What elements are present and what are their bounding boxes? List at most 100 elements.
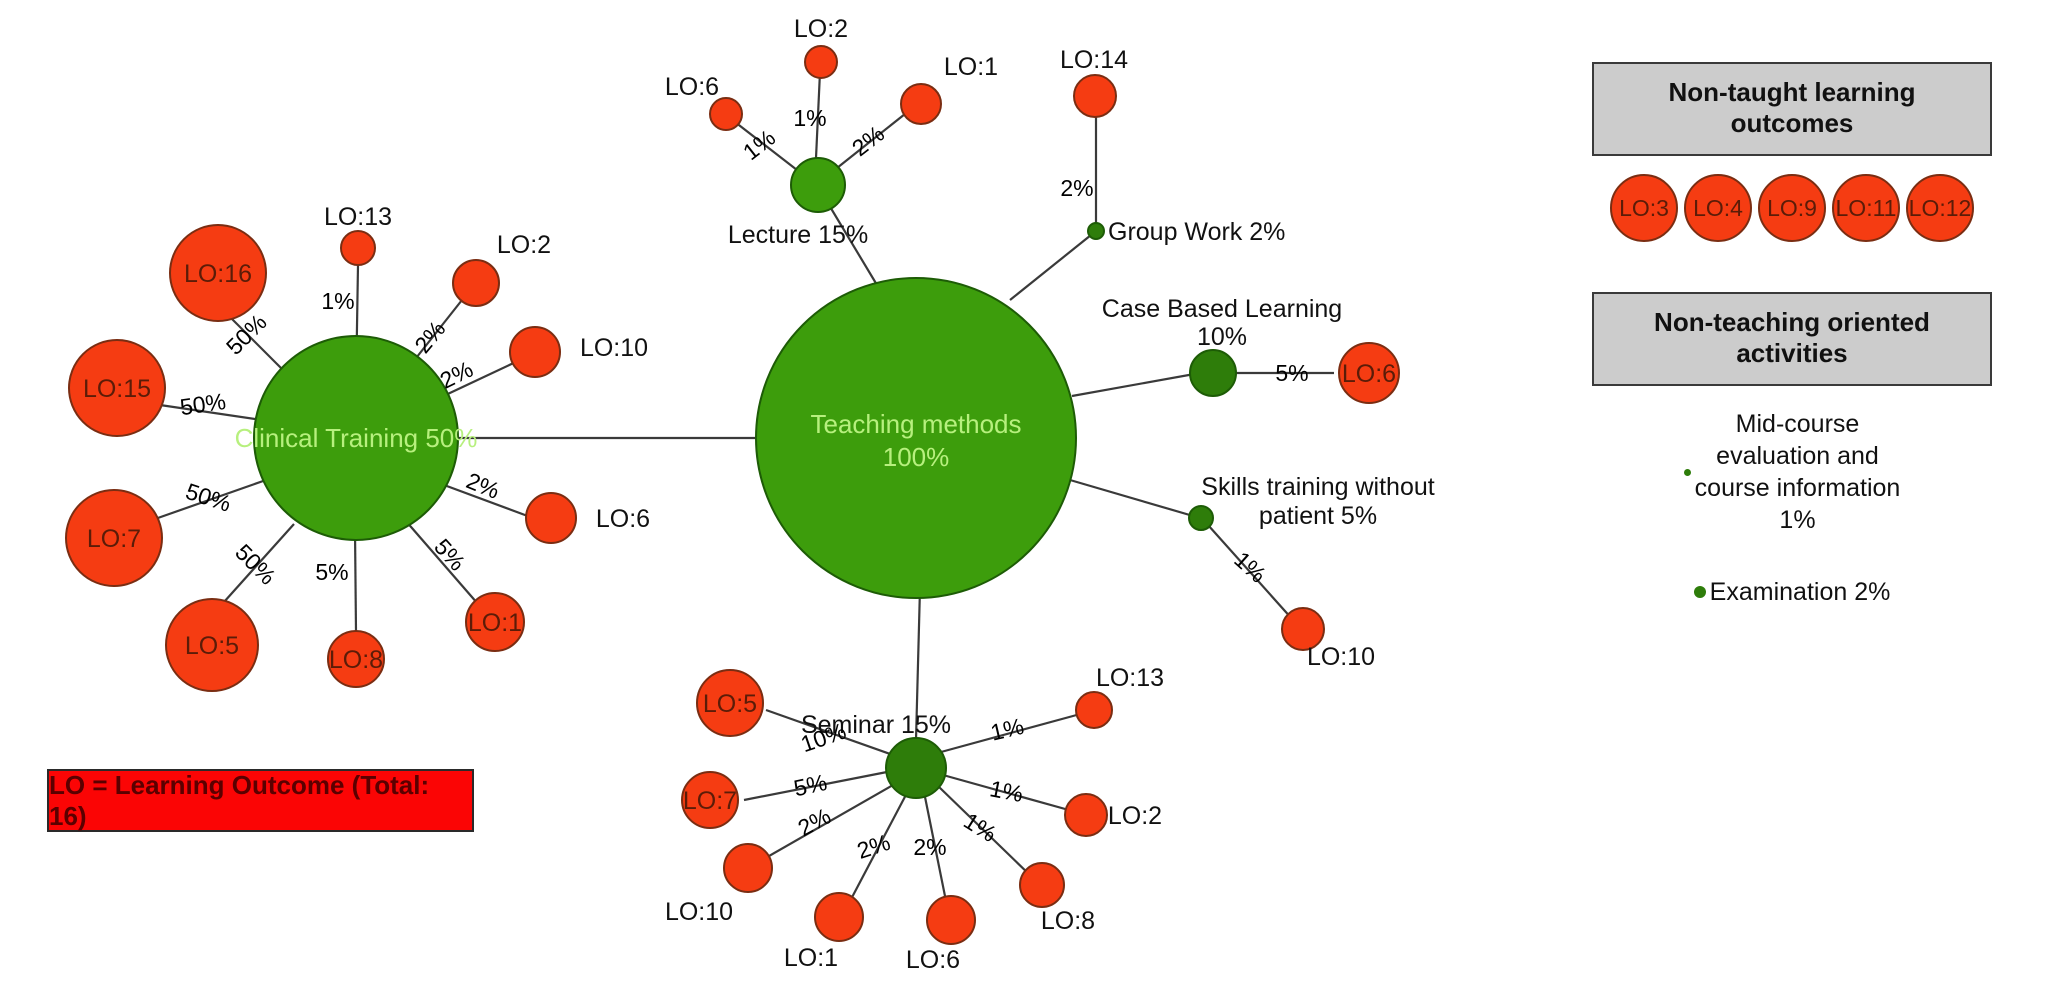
weight-sem-lo10: 2% — [793, 803, 835, 842]
node-seminar[interactable] — [885, 737, 947, 799]
weight-sem-lo1: 2% — [854, 829, 894, 864]
label-sem-lo6: LO:6 — [906, 946, 960, 974]
legend-key-box: LO = Learning Outcome (Total: 16) — [47, 769, 474, 832]
legend-chip-lo9[interactable]: LO:9 — [1758, 174, 1826, 242]
node-ct-lo6[interactable] — [525, 492, 577, 544]
label-st-lo10: LO:10 — [1307, 643, 1375, 671]
lecture-edges — [734, 71, 911, 171]
legend-non-teaching-panel: Non-teaching oriented activities Mid-cou… — [1592, 292, 1992, 608]
mid-course-l1: Mid-course — [1735, 410, 1860, 438]
edge-lecture-lo2 — [814, 71, 822, 159]
node-cbl-lo6[interactable] — [1338, 342, 1400, 404]
node-sem-lo6[interactable] — [926, 895, 976, 945]
weight-ct-lo8: 5% — [315, 559, 348, 585]
node-ct-lo10[interactable] — [509, 326, 561, 378]
node-lecture[interactable] — [790, 157, 846, 213]
edge-sem-lo6 — [922, 791, 949, 907]
legend-activity-mid-course[interactable]: Mid-course evaluation and course informa… — [1592, 408, 1992, 536]
weight-ct-lo7: 50% — [183, 478, 235, 517]
green-dot-icon — [1693, 586, 1706, 598]
node-sem-lo5[interactable] — [696, 669, 764, 737]
node-teaching-methods[interactable] — [755, 277, 1077, 599]
weight-ct-lo6: 2% — [463, 467, 504, 504]
legend-non-teaching-header: Non-teaching oriented activities — [1592, 292, 1992, 386]
node-sem-lo2[interactable] — [1064, 793, 1108, 837]
node-ct-lo8[interactable] — [327, 630, 385, 688]
label-sem-lo2: LO:2 — [1108, 802, 1162, 830]
node-ct-lo1[interactable] — [465, 592, 525, 652]
weight-ct-lo15: 50% — [178, 388, 227, 420]
node-lecture-lo2[interactable] — [804, 45, 838, 79]
node-ct-lo15[interactable] — [68, 339, 166, 437]
edge-ct-lo6 — [435, 480, 534, 520]
node-ct-lo16[interactable] — [169, 224, 267, 322]
weight-sem-lo2: 1% — [988, 775, 1026, 807]
mid-course-l4: 1% — [1779, 506, 1816, 534]
node-label-lecture: Lecture 15% — [728, 221, 868, 249]
mid-course-l2: evaluation and — [1716, 442, 1879, 470]
legend-activity-examination[interactable]: Examination 2% — [1592, 576, 1992, 608]
node-label-skills-training-l1: Skills training without — [1201, 473, 1434, 501]
legend-non-taught-chips: LO:3 LO:4 LO:9 LO:11 LO:12 — [1592, 174, 1992, 242]
node-sem-lo1[interactable] — [814, 892, 864, 942]
legend-chip-lo4[interactable]: LO:4 — [1684, 174, 1752, 242]
label-groupwork-lo14: LO:14 — [1060, 46, 1128, 74]
node-st-lo10[interactable] — [1281, 607, 1325, 651]
node-label-clinical-training: Clinical Training 50% — [235, 423, 478, 453]
node-group-work[interactable] — [1087, 222, 1105, 240]
weight-ct-lo1: 5% — [429, 534, 471, 576]
legend-chip-lo12[interactable]: LO:12 — [1906, 174, 1974, 242]
node-label-skills-training-l2: patient 5% — [1259, 502, 1377, 530]
label-lecture-lo6: LO:6 — [665, 73, 719, 101]
node-groupwork-lo14[interactable] — [1073, 74, 1117, 118]
label-lecture-lo2: LO:2 — [794, 15, 848, 43]
label-ct-lo10: LO:10 — [580, 334, 648, 362]
edge-sem-lo1 — [848, 790, 909, 904]
node-sem-lo8[interactable] — [1019, 862, 1065, 908]
node-label-seminar: Seminar 15% — [801, 711, 951, 739]
node-sem-lo7[interactable] — [681, 771, 739, 829]
green-dot-small-icon — [1683, 468, 1691, 476]
legend-non-taught-panel: Non-taught learning outcomes LO:3 LO:4 L… — [1592, 62, 1992, 242]
node-lecture-lo1[interactable] — [900, 83, 942, 125]
label-sem-lo1: LO:1 — [784, 944, 838, 972]
weight-sem-lo13: 1% — [988, 713, 1026, 746]
weight-groupwork-lo14: 2% — [1060, 175, 1093, 201]
edge-ct-lo15 — [159, 403, 263, 422]
node-ct-lo2[interactable] — [452, 259, 500, 307]
edge-ct-lo1 — [404, 519, 479, 605]
weight-lecture-lo2: 1% — [793, 105, 826, 131]
edge-sem-lo2 — [942, 773, 1077, 814]
node-case-based-learning[interactable] — [1189, 349, 1237, 397]
node-ct-lo5[interactable] — [165, 598, 259, 692]
label-ct-lo16: LO:16 — [184, 260, 252, 288]
edge-sem-lo7 — [743, 770, 888, 802]
edge-hub-to-seminar — [914, 587, 922, 741]
node-clinical-training[interactable] — [253, 335, 459, 541]
edge-st-lo10 — [1207, 524, 1294, 621]
legend-non-taught-header: Non-taught learning outcomes — [1592, 62, 1992, 156]
label-sem-lo13: LO:13 — [1096, 664, 1164, 692]
edge-sem-lo10 — [761, 784, 894, 861]
legend-chip-lo11[interactable]: LO:11 — [1832, 174, 1900, 242]
label-ct-lo1: LO:1 — [468, 609, 522, 637]
legend-activity-examination-text: Examination 2% — [1709, 578, 1891, 606]
label-ct-lo15: LO:15 — [83, 375, 151, 403]
node-label-case-based-learning-l2: 10% — [1197, 323, 1247, 351]
node-sem-lo13[interactable] — [1075, 691, 1113, 729]
legend-activity-mid-course-text: Mid-course evaluation and course informa… — [1695, 408, 1901, 536]
hub-edges — [455, 189, 1201, 741]
legend-chip-lo3[interactable]: LO:3 — [1610, 174, 1678, 242]
node-sem-lo10[interactable] — [723, 843, 773, 893]
node-ct-lo7[interactable] — [65, 489, 163, 587]
node-skills-training[interactable] — [1188, 505, 1214, 531]
label-ct-lo2: LO:2 — [497, 231, 551, 259]
weight-sem-lo6: 2% — [913, 834, 946, 860]
label-ct-lo7: LO:7 — [87, 525, 141, 553]
node-lecture-lo6[interactable] — [709, 97, 743, 131]
node-ct-lo13[interactable] — [340, 230, 376, 266]
label-sem-lo7: LO:7 — [683, 787, 737, 815]
label-ct-lo8: LO:8 — [329, 646, 383, 674]
